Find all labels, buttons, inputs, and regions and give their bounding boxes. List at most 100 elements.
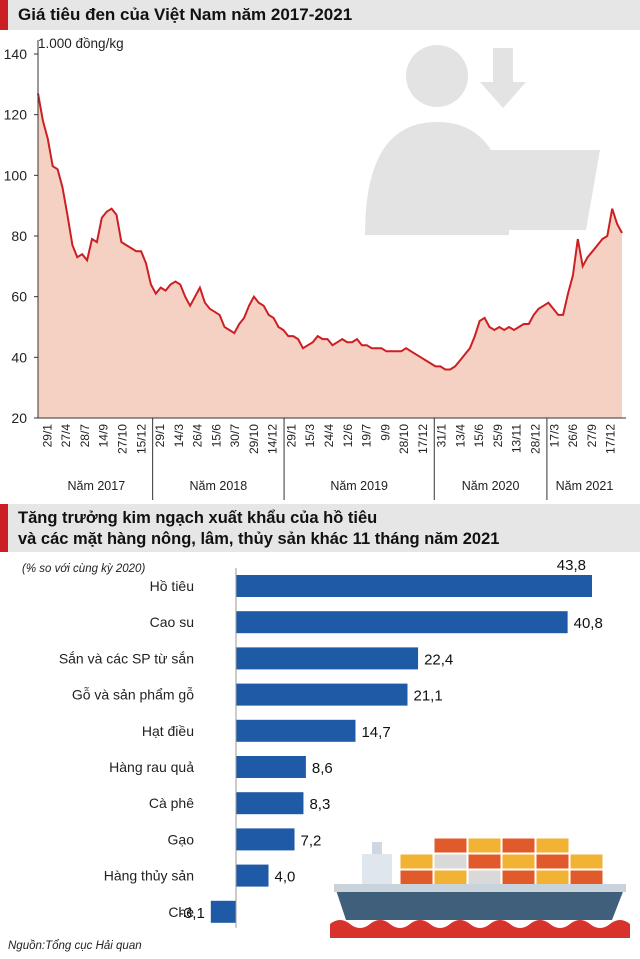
year-label: Năm 2021 [556,479,614,493]
category-label: Cao su [150,614,194,630]
x-tick-label: 14/9 [97,424,111,448]
x-tick-label: 27/10 [115,424,129,454]
x-tick-label: 29/10 [247,424,261,454]
bar [236,719,356,742]
y-tick-label: 40 [11,349,27,365]
person-head-shape [406,45,468,107]
x-tick-label: 14/12 [266,424,280,454]
x-tick-label: 29/1 [153,424,167,448]
y-tick-label: 20 [11,410,27,426]
container-shape [501,869,536,886]
arrow-head-shape [480,82,526,108]
year-label: Năm 2018 [190,479,248,493]
x-tick-label: 24/4 [322,424,336,448]
x-tick-label: 28/10 [397,424,411,454]
y-tick-label: 100 [4,167,28,183]
x-tick-label: 17/12 [604,424,618,454]
x-tick-label: 15/6 [472,424,486,448]
x-tick-label: 19/7 [360,424,374,448]
y-tick-label: 60 [11,289,27,305]
x-tick-label: 12/6 [341,424,355,448]
container-shape [467,837,502,854]
value-label: 43,8 [557,557,586,574]
bar [236,647,419,670]
category-label: Hàng rau quả [109,759,194,775]
x-tick-label: 17/3 [547,424,561,448]
pepper-price-chart: 20 40 60 80 100 120 140 1.000 đồng/kg 29/1 27/4 28… [4,36,626,500]
export-growth-chart: (% so với cùng kỳ 2020) Hồ tiêu 43,8 Cao su… [22,557,630,938]
ship-deck-shape [334,884,626,892]
chart1-header: Giá tiêu đen của Việt Nam năm 2017-2021 [0,0,640,30]
container-shape [569,853,604,870]
value-label: 4,0 [275,869,296,886]
header-accent-bar [0,0,8,30]
value-label: 8,6 [312,760,333,777]
chart2-title-line-1: Tăng trưởng kim ngạch xuất khẩu của hồ t… [18,509,378,527]
bar [236,864,269,887]
x-tick-label: 29/1 [40,424,54,448]
x-tick-label: 15/6 [209,424,223,448]
container-shape [433,837,468,854]
x-tick-label: 28/12 [529,424,543,454]
bar [236,828,295,851]
x-tick-label: 15/12 [134,424,148,454]
container-shape [433,869,468,886]
container-shape [399,853,434,870]
category-label: Gỗ và sản phẩm gỗ [72,687,194,703]
x-tick-label: 28/7 [78,424,92,448]
category-label: Hạt điều [142,723,194,739]
chart2-title-line-2: và các mặt hàng nông, lâm, thủy sản khác… [18,530,500,548]
x-tick-label: 9/9 [378,424,392,441]
basket-shape [452,150,600,230]
x-tick-label: 14/3 [172,424,186,448]
year-label: Năm 2019 [330,479,388,493]
y-tick-label: 140 [4,46,28,62]
container-shape [433,853,468,870]
cargo-ship-icon [330,837,630,938]
header-accent-bar [0,504,8,552]
category-label: Chè [168,904,194,920]
container-shape [535,853,570,870]
buyer-basket-icon [365,45,600,235]
category-label: Cà phê [149,795,194,811]
arrow-stem-shape [493,48,513,84]
x-tick-label: 25/9 [491,424,505,448]
value-label: 14,7 [361,724,390,741]
value-label: 21,1 [413,688,442,705]
sea-waves-shape [330,920,630,938]
container-shape [399,869,434,886]
x-tick-label: 13/4 [453,424,467,448]
value-label: 8,3 [309,796,330,813]
chart2-subtitle: (% so với cùng kỳ 2020) [22,563,145,575]
chart2-title: Tăng trưởng kim ngạch xuất khẩu của hồ t… [18,508,499,550]
value-label: -3,1 [179,905,205,922]
source-note: Nguồn:Tổng cục Hải quan [8,940,142,952]
container-shape [467,869,502,886]
container-shape [501,837,536,854]
x-tick-label: 15/3 [303,424,317,448]
chart1-title: Giá tiêu đen của Việt Nam năm 2017-2021 [18,5,353,24]
price-line [37,93,623,371]
x-tick-label: 26/6 [566,424,580,448]
ship-bridge-shape [362,854,392,886]
value-label: 7,2 [301,832,322,849]
bar [236,575,592,597]
x-tick-label: 27/9 [585,424,599,448]
year-label: Năm 2020 [462,479,520,493]
ship-mast-shape [372,842,382,854]
bar [236,611,568,634]
price-area [38,93,622,419]
value-label: 40,8 [574,615,603,632]
category-label: Gạo [168,831,195,847]
x-tick-label: 31/1 [435,424,449,448]
category-label: Sắn và các SP từ sắn [59,650,194,666]
container-shape [467,853,502,870]
x-tick-label: 30/7 [228,424,242,448]
container-shape [535,869,570,886]
y-tick-label: 80 [11,228,27,244]
chart2-header: Tăng trưởng kim ngạch xuất khẩu của hồ t… [0,504,640,552]
bar [236,683,408,706]
category-label: Hồ tiêu [150,578,194,594]
category-label: Hàng thủy sản [104,868,194,884]
value-label: 22,4 [424,651,453,668]
